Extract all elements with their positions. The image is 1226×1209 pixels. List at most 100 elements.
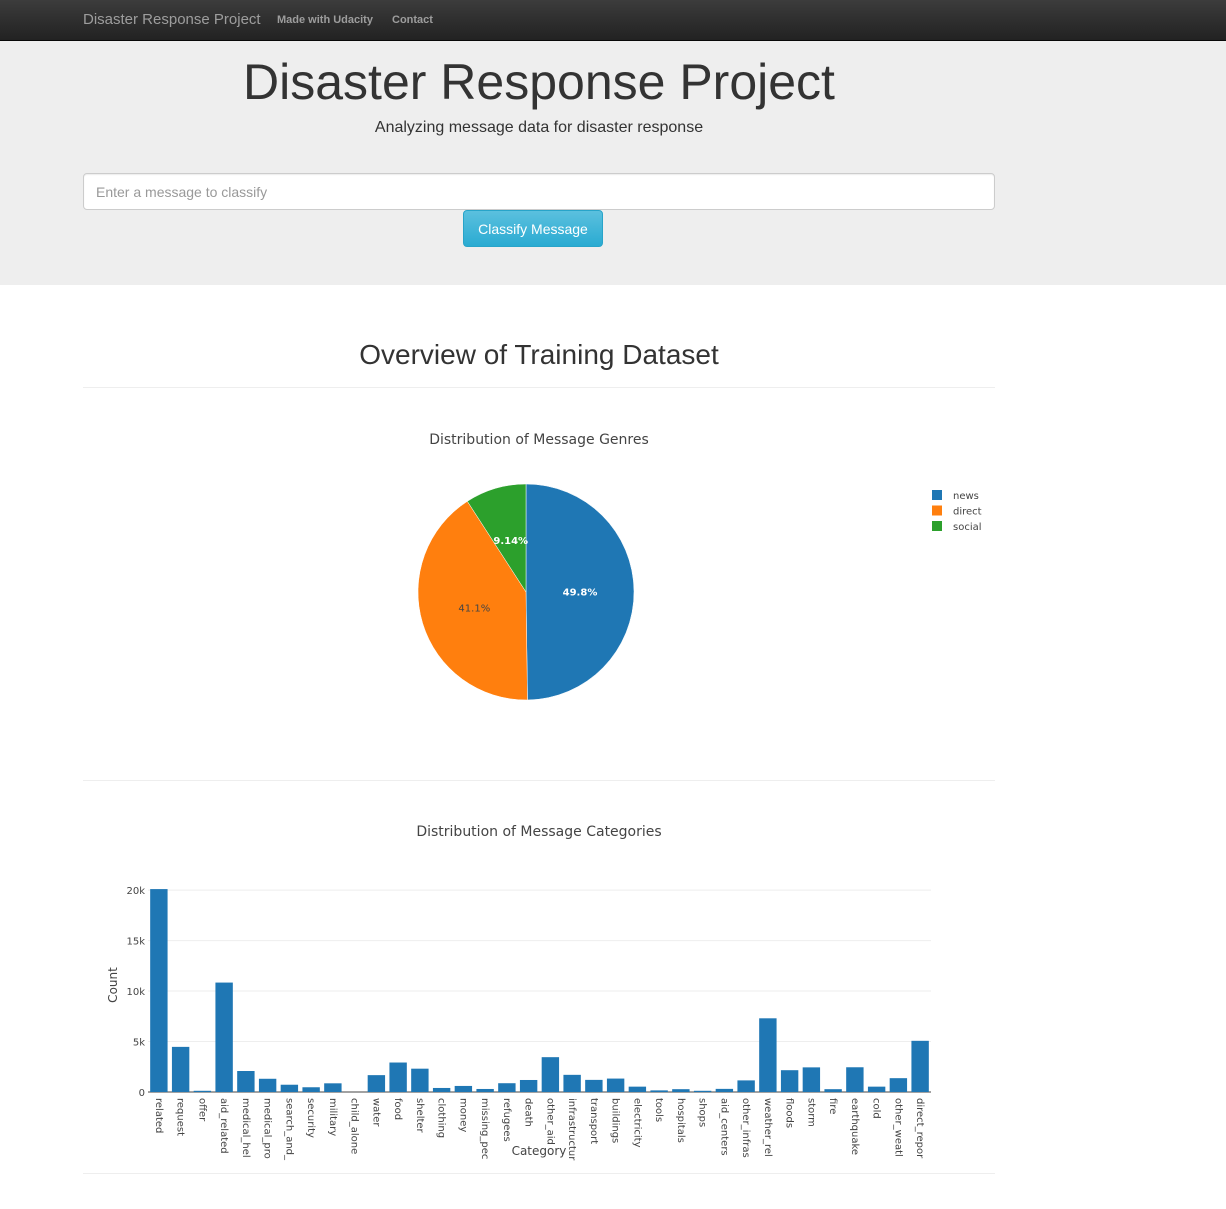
x-tick-label: fire: [827, 1098, 838, 1114]
y-tick-label: 20k: [126, 886, 145, 897]
x-tick-label: other_infras: [740, 1098, 751, 1158]
x-tick-label: direct_repor: [914, 1098, 925, 1159]
x-tick-label: related: [153, 1098, 164, 1133]
bar-chart-title: Distribution of Message Categories: [416, 824, 661, 840]
x-tick-label: medical_pro: [262, 1098, 273, 1159]
x-tick-label: request: [175, 1098, 186, 1136]
bar-fire[interactable]: [824, 1089, 842, 1092]
page-subtitle: Analyzing message data for disaster resp…: [374, 119, 704, 136]
bar-refugees[interactable]: [498, 1083, 516, 1092]
bar-earthquake[interactable]: [846, 1067, 864, 1092]
bar-other_infras[interactable]: [737, 1080, 755, 1092]
classify-message-button[interactable]: Classify Message: [463, 210, 603, 247]
bar-direct_repor[interactable]: [911, 1040, 929, 1092]
bar-infrastructur[interactable]: [563, 1074, 581, 1092]
bar-search_and_[interactable]: [280, 1084, 299, 1092]
jumbotron: Disaster Response Project Analyzing mess…: [0, 41, 1226, 285]
category-bar-chart: Distribution of Message Categories 0 5k 10…: [106, 824, 931, 1161]
bar-water[interactable]: [367, 1075, 386, 1092]
x-tick-label: medical_hel: [240, 1098, 251, 1158]
bar-aid_centers[interactable]: [715, 1088, 734, 1092]
pie-slice-direct[interactable]: [417, 500, 528, 701]
navbar-brand[interactable]: Disaster Response Project: [83, 11, 261, 28]
x-tick-label: offer: [196, 1098, 207, 1122]
bar-food[interactable]: [389, 1062, 407, 1092]
divider: [83, 780, 995, 781]
bar-clothing[interactable]: [432, 1087, 451, 1092]
legend-swatch-social[interactable]: [932, 521, 942, 531]
bar-shelter[interactable]: [411, 1068, 429, 1092]
x-tick-label: buildings: [610, 1098, 621, 1143]
bar-aid_related[interactable]: [215, 982, 233, 1092]
x-tick-label: shops: [697, 1098, 708, 1127]
x-tick-label: food: [392, 1098, 403, 1120]
bar-storm[interactable]: [802, 1067, 821, 1092]
nav-link-contact[interactable]: Contact: [392, 14, 433, 26]
legend-swatch-direct[interactable]: [932, 505, 942, 516]
legend-label-direct[interactable]: direct: [953, 507, 982, 518]
divider: [83, 387, 995, 388]
bar-request[interactable]: [171, 1046, 190, 1092]
x-tick-label: other_aid: [544, 1098, 555, 1145]
bar-other_aid[interactable]: [541, 1057, 560, 1092]
pie-slice-social[interactable]: [467, 483, 527, 593]
bar-weather_rel[interactable]: [759, 1018, 777, 1092]
x-tick-label: earthquake: [849, 1098, 860, 1155]
bar-offer[interactable]: [193, 1090, 212, 1092]
pie-slice-label: 41.1%: [458, 604, 490, 615]
navbar: Disaster Response Project Made with Udac…: [0, 0, 1226, 41]
bar-military[interactable]: [324, 1083, 342, 1092]
bar-money[interactable]: [454, 1085, 473, 1092]
y-tick-label: 5k: [133, 1038, 145, 1049]
bar-hospitals[interactable]: [672, 1089, 690, 1092]
x-tick-label: money: [457, 1098, 468, 1132]
x-axis-label: Category: [512, 1144, 567, 1158]
bar-electricity[interactable]: [628, 1086, 647, 1092]
x-tick-label: infrastructur: [566, 1098, 577, 1161]
x-tick-label: clothing: [436, 1098, 447, 1138]
legend-label-social[interactable]: social: [953, 522, 982, 533]
x-tick-label: cold: [871, 1098, 882, 1119]
pie-slice-label: 49.8%: [563, 588, 598, 599]
x-tick-label: security: [305, 1098, 316, 1138]
y-tick-label: 0: [139, 1088, 145, 1099]
x-tick-label: aid_related: [218, 1098, 229, 1154]
bar-death[interactable]: [519, 1079, 538, 1092]
x-tick-label: death: [523, 1098, 534, 1127]
x-tick-label: aid_centers: [718, 1098, 729, 1156]
bar-medical_hel[interactable]: [237, 1071, 255, 1092]
x-tick-label: other_weatl: [892, 1098, 903, 1157]
pie-slice-label: 9.14%: [493, 536, 528, 547]
page-title: Disaster Response Project: [243, 54, 835, 110]
x-tick-label: tools: [653, 1098, 664, 1122]
x-tick-label: search_and_: [283, 1098, 294, 1161]
bar-medical_pro[interactable]: [258, 1078, 277, 1092]
x-tick-label: hospitals: [675, 1098, 686, 1143]
divider: [83, 1173, 995, 1174]
bar-related[interactable]: [150, 889, 168, 1092]
bar-cold[interactable]: [867, 1086, 886, 1092]
bar-other_weatl[interactable]: [889, 1078, 908, 1092]
x-tick-label: floods: [784, 1098, 795, 1128]
bar-buildings[interactable]: [606, 1078, 625, 1092]
legend-label-news[interactable]: news: [953, 491, 979, 502]
bar-floods[interactable]: [780, 1070, 799, 1092]
x-tick-label: electricity: [631, 1098, 642, 1148]
genre-pie-chart: Distribution of Message Genres 49.8% 41.1…: [417, 432, 982, 701]
bar-tools[interactable]: [650, 1090, 668, 1092]
bar-missing_pec[interactable]: [476, 1088, 494, 1092]
pie-slice-news[interactable]: [525, 483, 635, 701]
nav-link-udacity[interactable]: Made with Udacity: [277, 14, 373, 26]
bar-security[interactable]: [302, 1087, 320, 1092]
legend-swatch-news[interactable]: [932, 490, 942, 500]
bar-transport[interactable]: [585, 1079, 603, 1092]
x-tick-label: weather_rel: [762, 1098, 773, 1157]
y-axis-label: Count: [106, 967, 120, 1003]
x-tick-label: refugees: [501, 1098, 512, 1142]
message-input[interactable]: [83, 173, 995, 210]
overview-title: Overview of Training Dataset: [359, 339, 719, 370]
x-tick-label: child_alone: [349, 1098, 360, 1154]
x-tick-label: missing_pec: [479, 1098, 490, 1159]
bar-shops[interactable]: [693, 1090, 712, 1092]
y-tick-label: 15k: [126, 937, 145, 948]
